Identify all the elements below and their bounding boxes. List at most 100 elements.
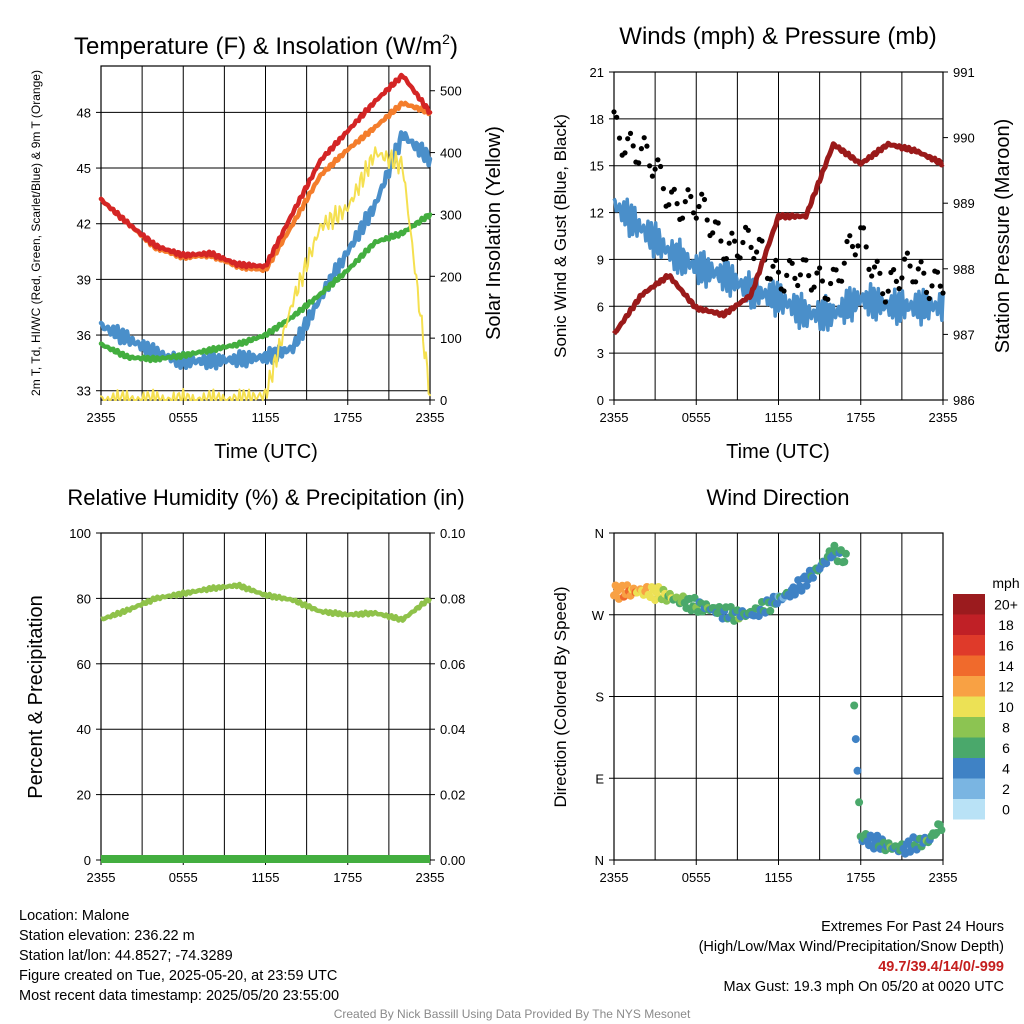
gust-point [636,160,642,166]
wind-speed-line [612,197,945,332]
gust-point [825,296,831,302]
gust-point [649,173,656,179]
temperature-ylabel: 2m T, Td, HI/WC (Red, Green, Scarlet/Blu… [29,70,43,396]
gust-point [797,272,804,278]
gust-point [723,256,730,262]
gust-point [844,238,850,245]
direction-ylabel: Direction (Colored By Speed) [551,586,570,807]
gust-point [614,114,620,120]
panel2-xtick-label: 1755 [846,410,875,425]
gust-point [729,230,735,236]
panel3-xtick-label: 0555 [169,870,198,885]
gust-point [819,278,826,284]
panel4-ytick-label: N [595,853,604,868]
gust-point [775,269,782,275]
direction-point [840,557,849,566]
panel2-ytick-label: 12 [590,206,604,221]
colorbar-label: 10 [998,699,1014,715]
colorbar-label: 18 [998,617,1014,633]
colorbar-unit: mph [992,575,1019,591]
colorbar-swatch [953,778,985,799]
panel3-y2tick-label: 0.04 [440,722,465,737]
gust-point [839,278,845,284]
gust-point [817,265,823,271]
gust-point [814,270,820,276]
gust-point [770,263,776,269]
panel4-xtick-label: 2355 [600,870,629,885]
gust-point [885,288,891,294]
gust-point [849,243,856,250]
panel2-y2tick-label: 987 [953,327,975,342]
title-close: ) [450,33,458,60]
gust-point [688,193,694,200]
gust-point [655,157,661,163]
panel2-y2tick-label: 988 [953,262,975,277]
gust-point [644,143,650,149]
gust-point [759,238,765,244]
panel1-ytick-label: 39 [77,272,91,287]
gust-point [841,260,847,266]
colorbar-swatch [953,717,985,738]
panel3-ytick-label: 40 [77,722,91,737]
direction-point [802,581,811,590]
gust-point [630,143,636,149]
panel1-xtick-label: 2355 [87,410,116,425]
gust-point [658,163,664,170]
panel1-xtick-label: 2355 [416,410,445,425]
recent-timestamp-text: Most recent data timestamp: 2025/05/20 2… [19,988,340,1004]
panel2-ytick-label: 21 [590,65,604,80]
panel3-ytick-label: 60 [77,657,91,672]
temperature-y2label: Solar Insolation (Yellow) [483,126,505,340]
panel2-y2tick-label: 986 [953,393,975,408]
gust-point [622,150,628,156]
max-gust-text: Max Gust: 19.3 mph On 05/20 at 0020 UTC [723,979,1004,995]
humidity-ylabel: Percent & Precipitation [25,595,47,798]
panel3-ytick-label: 20 [77,788,91,803]
panel4-xtick-label: 1155 [765,870,793,885]
panel3-xtick-label: 1755 [333,870,362,885]
gust-point [923,289,930,295]
gust-point [652,166,658,172]
temperature-xlabel: Time (UTC) [214,441,318,463]
panel1-ytick-label: 45 [77,161,91,176]
gust-point [754,249,760,255]
gust-point [666,202,672,208]
gust-point [690,210,697,216]
gust-point [611,109,617,115]
colorbar-swatch [953,799,985,820]
gust-point [641,135,647,141]
gust-point [701,196,708,203]
panel3-y2tick-label: 0.02 [440,788,465,803]
gust-point [638,146,645,152]
gust-point [616,135,623,141]
gust-point [811,284,817,290]
gust-point [737,255,743,261]
panel1-y2tick-label: 300 [440,207,462,222]
direction-point [766,606,775,615]
elevation-text: Station elevation: 236.22 m [19,928,195,944]
panel2-ytick-label: 6 [597,299,604,314]
panel4-ytick-label: N [595,526,604,541]
gust-point [718,238,724,244]
panel1-xtick-label: 1755 [333,410,362,425]
gust-point [726,240,732,246]
humidity-line [100,581,433,623]
colorbar-label: 0 [1002,801,1010,817]
panel2-xtick-label: 2355 [929,410,958,425]
gust-point [869,273,875,279]
gust-point [704,217,710,223]
gust-point [795,282,801,289]
direction-point [937,826,946,834]
gust-point [627,130,634,136]
panel3-y2tick-label: 0.08 [440,591,465,606]
panel1-y2tick-label: 200 [440,269,462,284]
panel1-y2tick-label: 0 [440,393,447,408]
panel1-y2tick-label: 400 [440,146,462,161]
gust-point [715,220,721,226]
colorbar-label: 16 [998,637,1014,653]
gust-point [866,266,872,272]
direction-point [809,573,817,582]
gust-point [792,275,798,281]
winds-title: Winds (mph) & Pressure (mb) [619,23,936,50]
